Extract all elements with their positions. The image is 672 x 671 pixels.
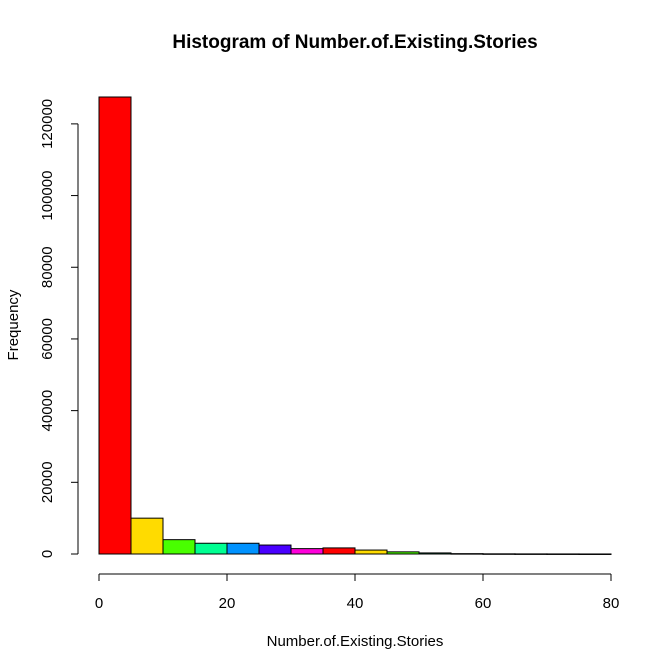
x-tick-label-0: 0 [95,595,103,612]
y-axis-label: Frequency [5,289,22,360]
x-tick-label-1: 20 [219,595,236,612]
bars-group [98,96,612,555]
histogram-bar-2 [162,539,196,555]
histogram-bar-6 [290,548,324,555]
y-tick-label-5: 100000 [39,171,56,221]
x-tick-label-2: 40 [347,595,364,612]
x-axis-label: Number.of.Existing.Stories [267,633,444,650]
histogram-bar-9 [386,551,420,555]
histogram-bar-7 [322,547,356,555]
x-tick-label-4: 80 [603,595,620,612]
x-axis-ticks: 0 20 40 60 80 [95,574,620,612]
x-tick-label-3: 60 [475,595,492,612]
histogram-bar-15 [578,553,612,555]
y-tick-label-1: 20000 [39,461,56,503]
histogram-bar-11 [450,553,484,555]
y-tick-label-3: 60000 [39,318,56,360]
histogram-bar-14 [546,553,580,555]
histogram-bar-4 [226,542,260,555]
y-axis-ticks: 0 20000 40000 60000 80000 100000 120000 [39,99,78,558]
y-tick-label-0: 0 [39,550,56,558]
histogram-bar-1 [130,517,164,555]
histogram-bar-13 [514,553,548,555]
y-tick-label-4: 80000 [39,246,56,288]
histogram-bar-0 [98,96,132,555]
histogram-bar-5 [258,544,292,555]
histogram-bar-12 [482,553,516,555]
histogram-bar-8 [354,549,388,555]
histogram-bar-3 [194,542,228,555]
y-tick-label-6: 120000 [39,99,56,149]
y-tick-label-2: 40000 [39,390,56,432]
histogram-bar-10 [418,552,452,555]
chart-title: Histogram of Number.of.Existing.Stories [172,32,537,53]
